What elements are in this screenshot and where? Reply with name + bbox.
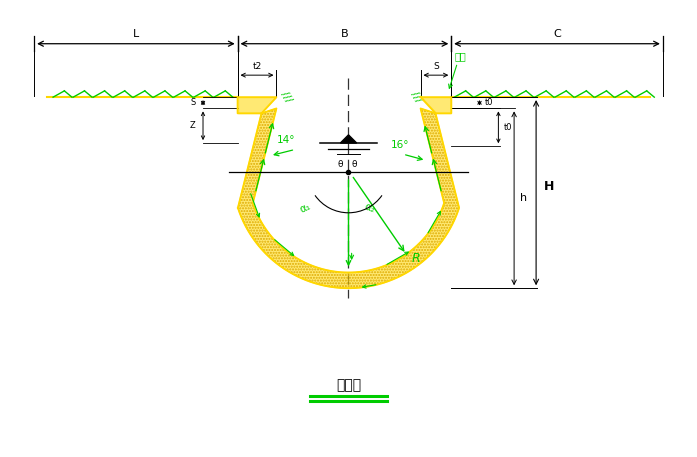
Polygon shape — [238, 97, 277, 113]
Polygon shape — [340, 135, 357, 143]
Text: θ: θ — [337, 160, 343, 169]
Text: R: R — [411, 252, 420, 265]
Text: θ: θ — [352, 160, 357, 169]
Polygon shape — [238, 108, 459, 288]
Polygon shape — [420, 97, 451, 113]
Text: ///: /// — [279, 90, 294, 104]
Text: α₁: α₁ — [298, 201, 312, 215]
Text: 断面图: 断面图 — [336, 378, 361, 392]
Text: ///: /// — [409, 90, 424, 104]
Text: S: S — [433, 63, 439, 71]
Text: 14°: 14° — [277, 135, 295, 145]
Text: 碾土: 碾土 — [454, 52, 466, 61]
Text: t0: t0 — [484, 98, 493, 107]
Text: Z: Z — [190, 121, 195, 130]
Text: S: S — [190, 98, 195, 107]
Text: C: C — [553, 29, 561, 39]
Text: h: h — [521, 193, 528, 203]
Text: L: L — [132, 29, 139, 39]
Text: H: H — [544, 180, 554, 193]
Text: B: B — [341, 29, 348, 39]
Text: α₂: α₂ — [362, 202, 376, 215]
Text: t2: t2 — [252, 63, 261, 71]
Text: t0: t0 — [503, 123, 512, 132]
Text: 16°: 16° — [390, 140, 409, 150]
